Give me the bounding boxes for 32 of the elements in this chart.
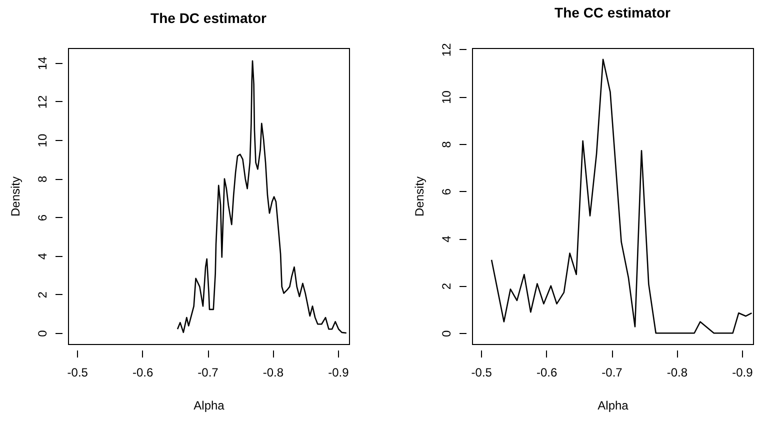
- x-tick-label: -0.7: [198, 366, 219, 380]
- x-tick-label: -0.7: [602, 366, 623, 380]
- y-tick-label: 2: [36, 291, 50, 298]
- y-tick-label: 10: [440, 90, 454, 104]
- y-tick-label: 12: [440, 42, 454, 57]
- x-tick-label: -0.8: [666, 366, 688, 380]
- x-tick-label: -0.5: [471, 366, 492, 380]
- y-tick-label: 4: [36, 252, 50, 260]
- x-axis-title: Alpha: [598, 398, 629, 412]
- x-tick-label: -0.9: [328, 366, 350, 380]
- y-tick-label: 4: [440, 235, 454, 242]
- y-tick-label: 2: [440, 282, 454, 290]
- y-tick-label: 6: [440, 188, 454, 196]
- y-tick-label: 0: [36, 330, 50, 337]
- line-series: [176, 60, 348, 334]
- y-tick-label: 8: [36, 175, 50, 182]
- y-tick-label: 10: [36, 134, 50, 148]
- x-tick-label: -0.6: [536, 366, 558, 380]
- x-tick-label: -0.9: [732, 366, 754, 380]
- y-axis-title: Density: [412, 176, 426, 217]
- x-tick-label: -0.5: [67, 366, 88, 380]
- x-axis-title: Alpha: [194, 398, 225, 412]
- y-tick-label: 0: [440, 330, 454, 337]
- y-tick-label: 14: [36, 56, 50, 70]
- y-tick-label: 6: [36, 214, 50, 222]
- x-tick-label: -0.8: [262, 366, 284, 380]
- x-tick-label: -0.6: [132, 366, 154, 380]
- y-tick-label: 8: [440, 140, 454, 148]
- y-tick-label: 12: [36, 94, 50, 109]
- y-axis-title: Density: [8, 176, 22, 217]
- chart-title: The CC estimator: [554, 4, 671, 21]
- chart-title: The DC estimator: [150, 10, 267, 26]
